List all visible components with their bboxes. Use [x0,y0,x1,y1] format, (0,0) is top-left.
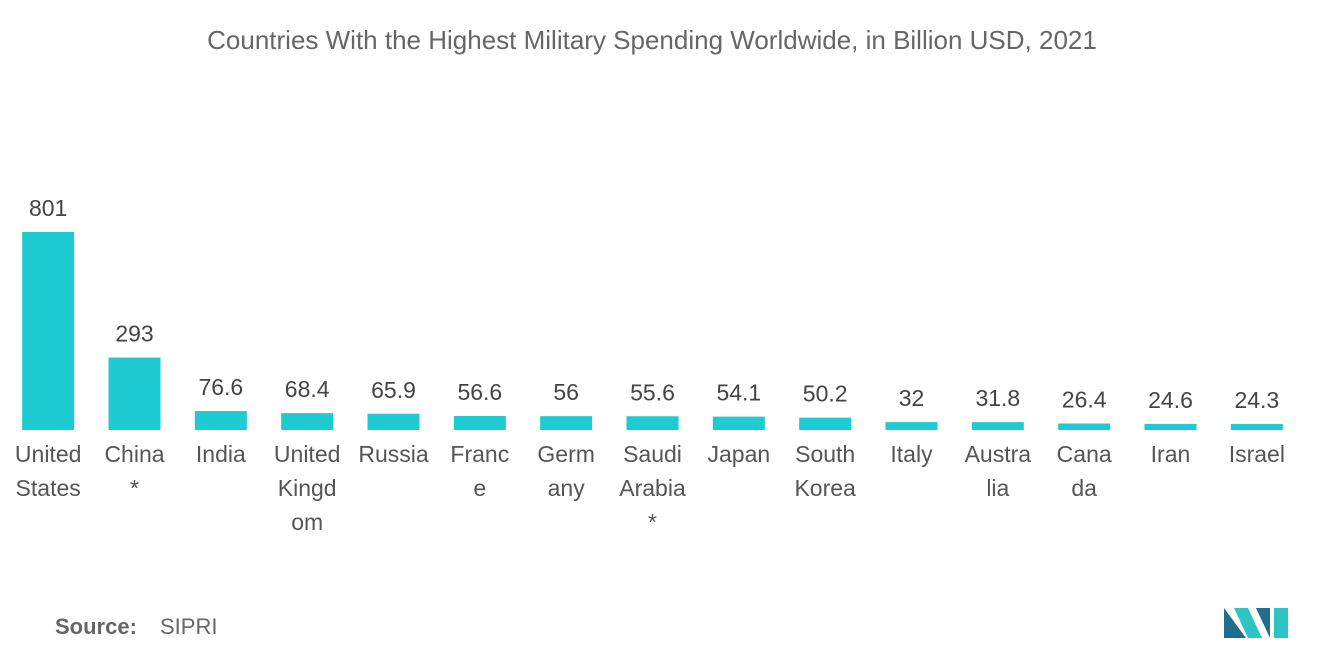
value-label: 56 [553,379,579,405]
x-tick-label: Italy [890,441,933,467]
x-tick-label: any [548,475,586,501]
value-label: 65.9 [371,377,416,403]
bar [1230,423,1283,430]
bar [540,416,593,430]
logo [1224,608,1288,638]
value-label: 801 [29,195,67,221]
x-tick-label: China [104,441,164,467]
x-tick-label: Russia [358,441,429,467]
x-tick-label: da [1071,475,1097,501]
value-label: 24.3 [1234,387,1279,413]
x-tick-label: Austra [965,441,1032,467]
x-tick-label: Cana [1057,441,1112,467]
value-label: 55.6 [630,379,675,405]
value-label: 76.6 [198,374,243,400]
source-label: Source: [55,614,137,639]
bar [108,357,161,430]
x-tick-label: Israel [1229,441,1285,467]
value-label: 293 [115,321,153,347]
value-label: 31.8 [975,385,1020,411]
x-tick-label: Japan [707,441,770,467]
x-tick-label: States [16,475,81,501]
x-tick-label: om [291,509,323,535]
value-label: 68.4 [285,376,330,402]
value-label: 50.2 [803,381,848,407]
bar [22,232,75,430]
value-label: 32 [899,385,925,411]
bar [1058,423,1111,430]
bar [281,413,334,430]
x-tick-label: Franc [450,441,509,467]
x-tick-label: South [795,441,855,467]
x-tick-label: Saudi [623,441,682,467]
bar [712,416,765,430]
x-tick-label: Arabia [619,475,686,501]
x-tick-label: * [130,475,139,501]
x-tick-label: * [648,509,657,535]
x-tick-label: India [196,441,246,467]
x-tick-label: United [15,441,81,467]
bar [453,416,506,430]
x-tick-label: e [473,475,486,501]
value-label: 54.1 [716,380,761,406]
x-tick-label: Korea [794,475,856,501]
source-text: SIPRI [160,614,217,639]
bar [885,422,938,430]
value-label: 24.6 [1148,387,1193,413]
x-tick-label: United [274,441,340,467]
bar [626,416,679,430]
bar [194,411,247,430]
value-label: 26.4 [1062,387,1107,413]
x-tick-label: lia [986,475,1009,501]
x-tick-label: Germ [537,441,595,467]
bar [1144,423,1197,430]
bar [799,417,852,430]
value-label: 56.6 [457,379,502,405]
x-tick-label: Iran [1151,441,1191,467]
bar [971,422,1024,430]
chart-title: Countries With the Highest Military Spen… [207,25,1097,55]
bar [367,413,420,430]
x-tick-label: Kingd [278,475,337,501]
